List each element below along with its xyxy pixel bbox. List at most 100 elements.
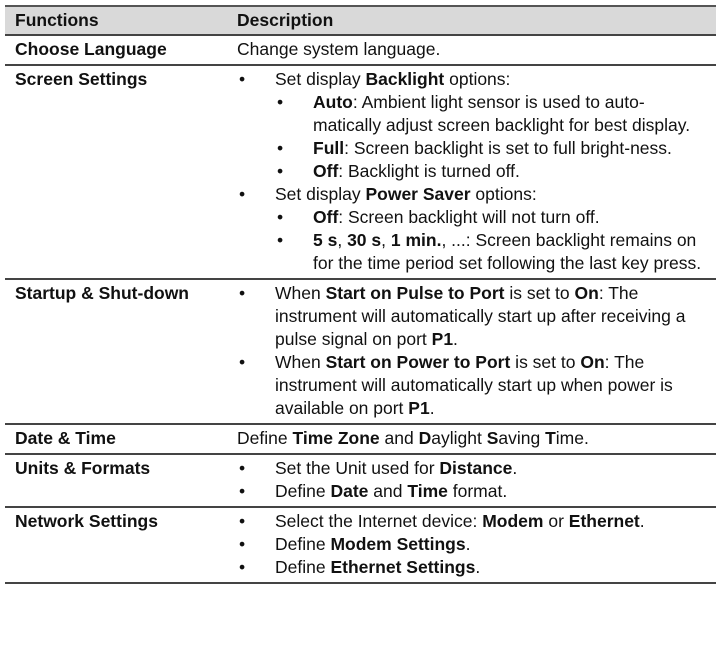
sub-bullet-list: Off: Screen backlight will not turn off.… [275,206,708,275]
text-segment: Define [237,428,293,448]
list-item: Set the Unit used for Distance. [237,457,708,480]
bold-term: Modem [482,511,544,531]
function-description: Set the Unit used for Distance.Define Da… [227,453,716,507]
text-segment: aving [498,428,546,448]
text-segment: format. [447,481,508,501]
functions-table: Functions Description Choose Language Cha… [5,5,716,584]
table-row: Screen Settings Set display Backlight opt… [5,64,716,279]
sub-list-item: Off: Backlight is turned off. [275,160,708,183]
function-name: Startup & Shut-down [5,278,227,424]
table-row: Date & Time Define Time Zone and Daylight… [5,423,716,454]
bold-term: Ethernet [568,511,640,531]
text-segment: Define [275,534,331,554]
bullet-list: Set the Unit used for Distance.Define Da… [237,457,708,503]
sub-list-item: Full: Screen backlight is set to full br… [275,137,708,160]
list-item: Set display Backlight options:Auto: Ambi… [237,68,708,183]
function-description: Select the Internet device: Modem or Eth… [227,506,716,584]
text-segment: , [337,230,348,250]
text-segment: : Backlight is turned off. [338,161,520,181]
bold-term: 30 s [347,230,382,250]
text-segment: or [543,511,569,531]
bold-term: Modem Settings [330,534,466,554]
table-row: Choose Language Change system language. [5,34,716,65]
bold-term: P1 [431,329,454,349]
bold-term: Time [407,481,448,501]
text-segment: and [379,428,419,448]
text-segment: Change system language. [237,39,441,59]
text-segment: . [512,458,518,478]
table-row: Network Settings Select the Internet devi… [5,506,716,584]
bold-term: Off [313,161,339,181]
list-item: Set display Power Saver options:Off: Scr… [237,183,708,275]
bold-term: On [574,283,599,303]
text-segment: Set display [275,69,366,89]
bold-term: D [418,428,432,448]
bullet-list: Set display Backlight options:Auto: Ambi… [237,68,708,275]
list-item: Define Modem Settings. [237,533,708,556]
text-segment: , ...: Screen backlight remains on for t… [313,230,702,273]
bold-term: Off [313,207,339,227]
text-segment: . [475,557,481,577]
function-name: Units & Formats [5,453,227,507]
text-segment: : Ambient light sensor is used to auto-m… [313,92,691,135]
function-name: Date & Time [5,423,227,454]
text-segment: : Screen backlight will not turn off. [338,207,600,227]
text-segment: : The instrument will automatically star… [275,352,673,418]
text-segment: When [275,352,326,372]
bold-term: Time Zone [292,428,380,448]
text-segment: . [639,511,645,531]
bold-term: Auto [313,92,353,112]
text-segment: and [368,481,408,501]
bold-term: Power Saver [365,184,471,204]
text-segment: : Screen backlight is set to full bright… [344,138,672,158]
text-segment: is set to [504,283,575,303]
bold-term: Full [313,138,345,158]
text-segment: . [465,534,471,554]
bullet-list: When Start on Pulse to Port is set to On… [237,282,708,420]
sub-bullet-list: Auto: Ambient light sensor is used to au… [275,91,708,183]
text-segment: . [429,398,435,418]
bold-term: Distance [439,458,513,478]
function-description: Change system language. [227,34,716,65]
header-functions: Functions [5,5,227,35]
bold-term: Start on Pulse to Port [325,283,505,303]
sub-list-item: 5 s, 30 s, 1 min., ...: Screen backlight… [275,229,708,275]
list-item: Define Ethernet Settings. [237,556,708,579]
sub-list-item: Auto: Ambient light sensor is used to au… [275,91,708,137]
function-description: Set display Backlight options:Auto: Ambi… [227,64,716,279]
table-row: Units & Formats Set the Unit used for Dis… [5,453,716,507]
function-name: Choose Language [5,34,227,65]
text-segment: is set to [510,352,581,372]
sub-list-item: Off: Screen backlight will not turn off. [275,206,708,229]
bullet-list: Select the Internet device: Modem or Eth… [237,510,708,579]
text-segment: Set the Unit used for [275,458,440,478]
bold-term: P1 [408,398,430,418]
bold-term: S [486,428,499,448]
list-item: Define Date and Time format. [237,480,708,503]
text-segment: ime. [555,428,589,448]
bold-term: Backlight [365,69,445,89]
bold-term: T [545,428,556,448]
bold-term: Ethernet Settings [330,557,476,577]
text-segment: aylight [431,428,487,448]
bold-term: 1 min. [390,230,442,250]
function-description: When Start on Pulse to Port is set to On… [227,278,716,424]
function-description: Define Time Zone and Daylight Saving Tim… [227,423,716,454]
text-segment: options: [444,69,511,89]
text-segment: Set display [275,184,366,204]
bold-term: Start on Power to Port [325,352,511,372]
table-header-row: Functions Description [5,5,716,35]
bold-term: 5 s [313,230,338,250]
text-segment: When [275,283,326,303]
text-segment: Define [275,557,331,577]
bold-term: On [580,352,605,372]
text-segment: Define [275,481,331,501]
function-name: Network Settings [5,506,227,584]
header-description: Description [227,5,716,35]
list-item: When Start on Power to Port is set to On… [237,351,708,420]
function-name: Screen Settings [5,64,227,279]
text-segment: options: [470,184,537,204]
text-segment: : The instrument will automatically star… [275,283,686,349]
list-item: When Start on Pulse to Port is set to On… [237,282,708,351]
table-row: Startup & Shut-downWhen Start on Pulse t… [5,278,716,424]
